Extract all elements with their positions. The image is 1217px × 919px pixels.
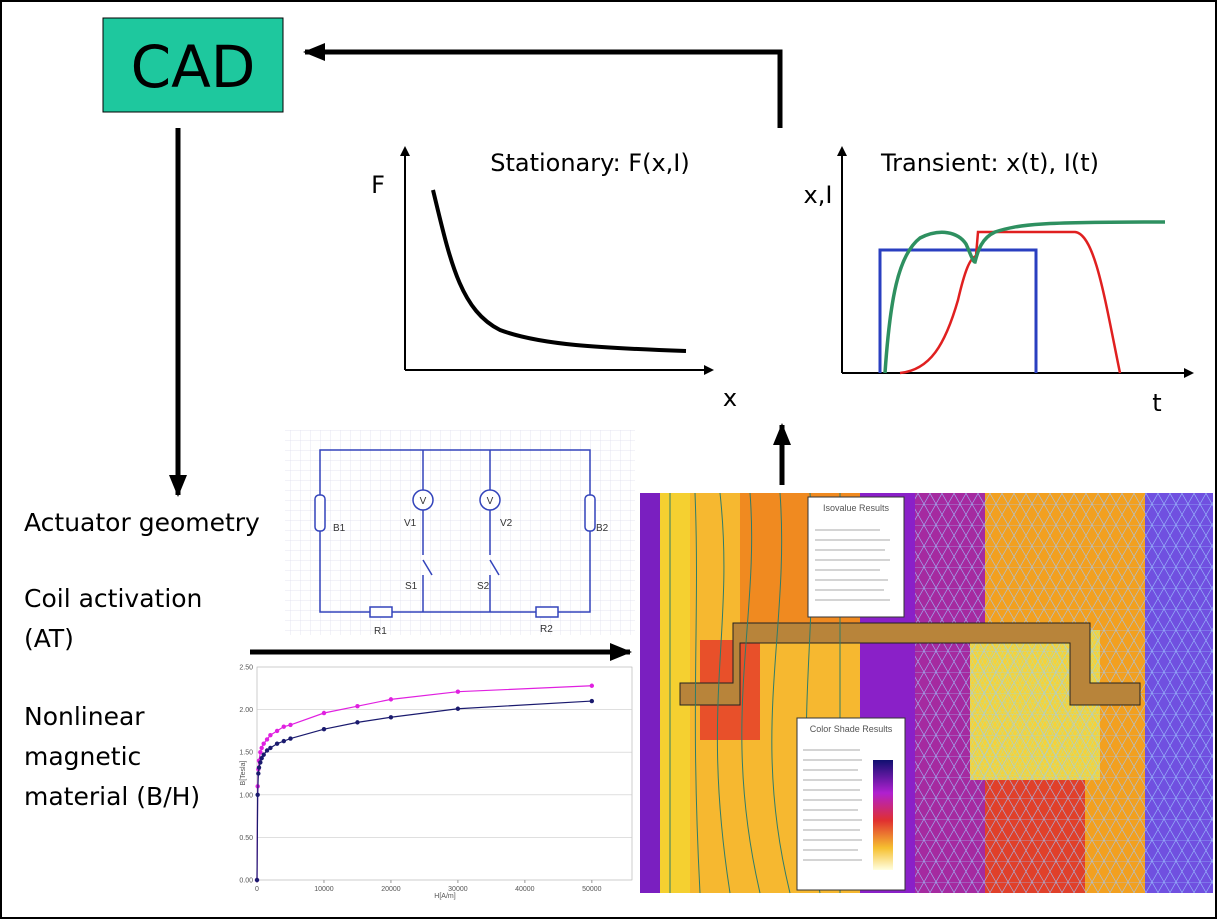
data-point [261, 741, 265, 745]
transient-y-label: x,I [804, 181, 833, 209]
x-tick-label: 20000 [381, 886, 401, 893]
stationary-x-label: x [723, 384, 737, 412]
data-point [389, 697, 393, 701]
data-point [322, 711, 326, 715]
data-point [255, 878, 259, 882]
data-point [456, 707, 460, 711]
circuit-label: S2 [477, 581, 490, 592]
data-point [590, 684, 594, 688]
data-point [288, 736, 292, 740]
diagram: CAD Stationary: F(x,I) F x Transient: x(… [0, 0, 1217, 919]
data-point [265, 737, 269, 741]
data-point [256, 771, 260, 775]
data-point [282, 724, 286, 728]
fem-result: Isovalue Results Color Shade Results [640, 493, 1213, 893]
data-point [389, 715, 393, 719]
meter-symbol: V [420, 496, 427, 507]
data-point [288, 723, 292, 727]
input-coil: (AT) [24, 624, 74, 653]
y-tick-label: 2.50 [239, 665, 253, 672]
input-geometry: Actuator geometry [24, 508, 260, 537]
data-point [259, 746, 263, 750]
y-tick-label: 2.00 [239, 707, 253, 714]
y-tick-label: 0.50 [239, 835, 253, 842]
data-point [255, 793, 259, 797]
data-point [258, 760, 262, 764]
y-tick-label: 1.00 [239, 792, 253, 799]
stationary-title: Stationary: F(x,I) [490, 149, 690, 177]
x-tick-label: 30000 [448, 886, 468, 893]
data-point [355, 720, 359, 724]
x-tick-label: 10000 [314, 886, 334, 893]
bh-chart: B[Tesla] H[A/m] 0.00 0.50 1.00 1.50 2.00 2.50… [239, 665, 632, 901]
input-coil: Coil activation [24, 584, 202, 613]
data-point [322, 727, 326, 731]
data-point [590, 699, 594, 703]
data-point [456, 690, 460, 694]
data-point [268, 733, 272, 737]
y-axis-label: B[Tesla] [240, 760, 247, 785]
cad-label: CAD [131, 33, 256, 101]
fem-box-title: Isovalue Results [823, 503, 890, 513]
circuit-label: R1 [374, 626, 387, 637]
x-tick-label: 50000 [582, 886, 602, 893]
data-point [275, 741, 279, 745]
circuit-label: V1 [404, 518, 417, 529]
data-point [355, 704, 359, 708]
input-material: Nonlinear [24, 702, 145, 731]
circuit-label: R2 [540, 624, 553, 635]
fem-box-title: Color Shade Results [810, 724, 893, 734]
y-tick-label: 0.00 [239, 878, 253, 885]
circuit-label: S1 [405, 581, 418, 592]
input-material: magnetic [24, 742, 141, 771]
data-point [275, 729, 279, 733]
input-material: material (B/H) [24, 782, 200, 811]
meter-symbol: V [487, 496, 494, 507]
data-point [257, 765, 261, 769]
stationary-y-label: F [371, 171, 385, 199]
data-point [261, 753, 265, 757]
plot-area [257, 667, 632, 880]
data-point [268, 746, 272, 750]
circuit-label: V2 [500, 518, 513, 529]
x-tick-label: 0 [255, 886, 259, 893]
data-point [282, 739, 286, 743]
y-tick-label: 1.50 [239, 750, 253, 757]
transient-x-label: t [1152, 389, 1161, 417]
x-tick-label: 40000 [515, 886, 535, 893]
x-axis-label: H[A/m] [434, 893, 455, 900]
transient-title: Transient: x(t), I(t) [880, 149, 1099, 177]
circuit: V V B1 V1 V2 B2 S1 S2 R1 R2 [285, 430, 635, 637]
circuit-label: B1 [333, 523, 346, 534]
circuit-label: B2 [596, 523, 609, 534]
